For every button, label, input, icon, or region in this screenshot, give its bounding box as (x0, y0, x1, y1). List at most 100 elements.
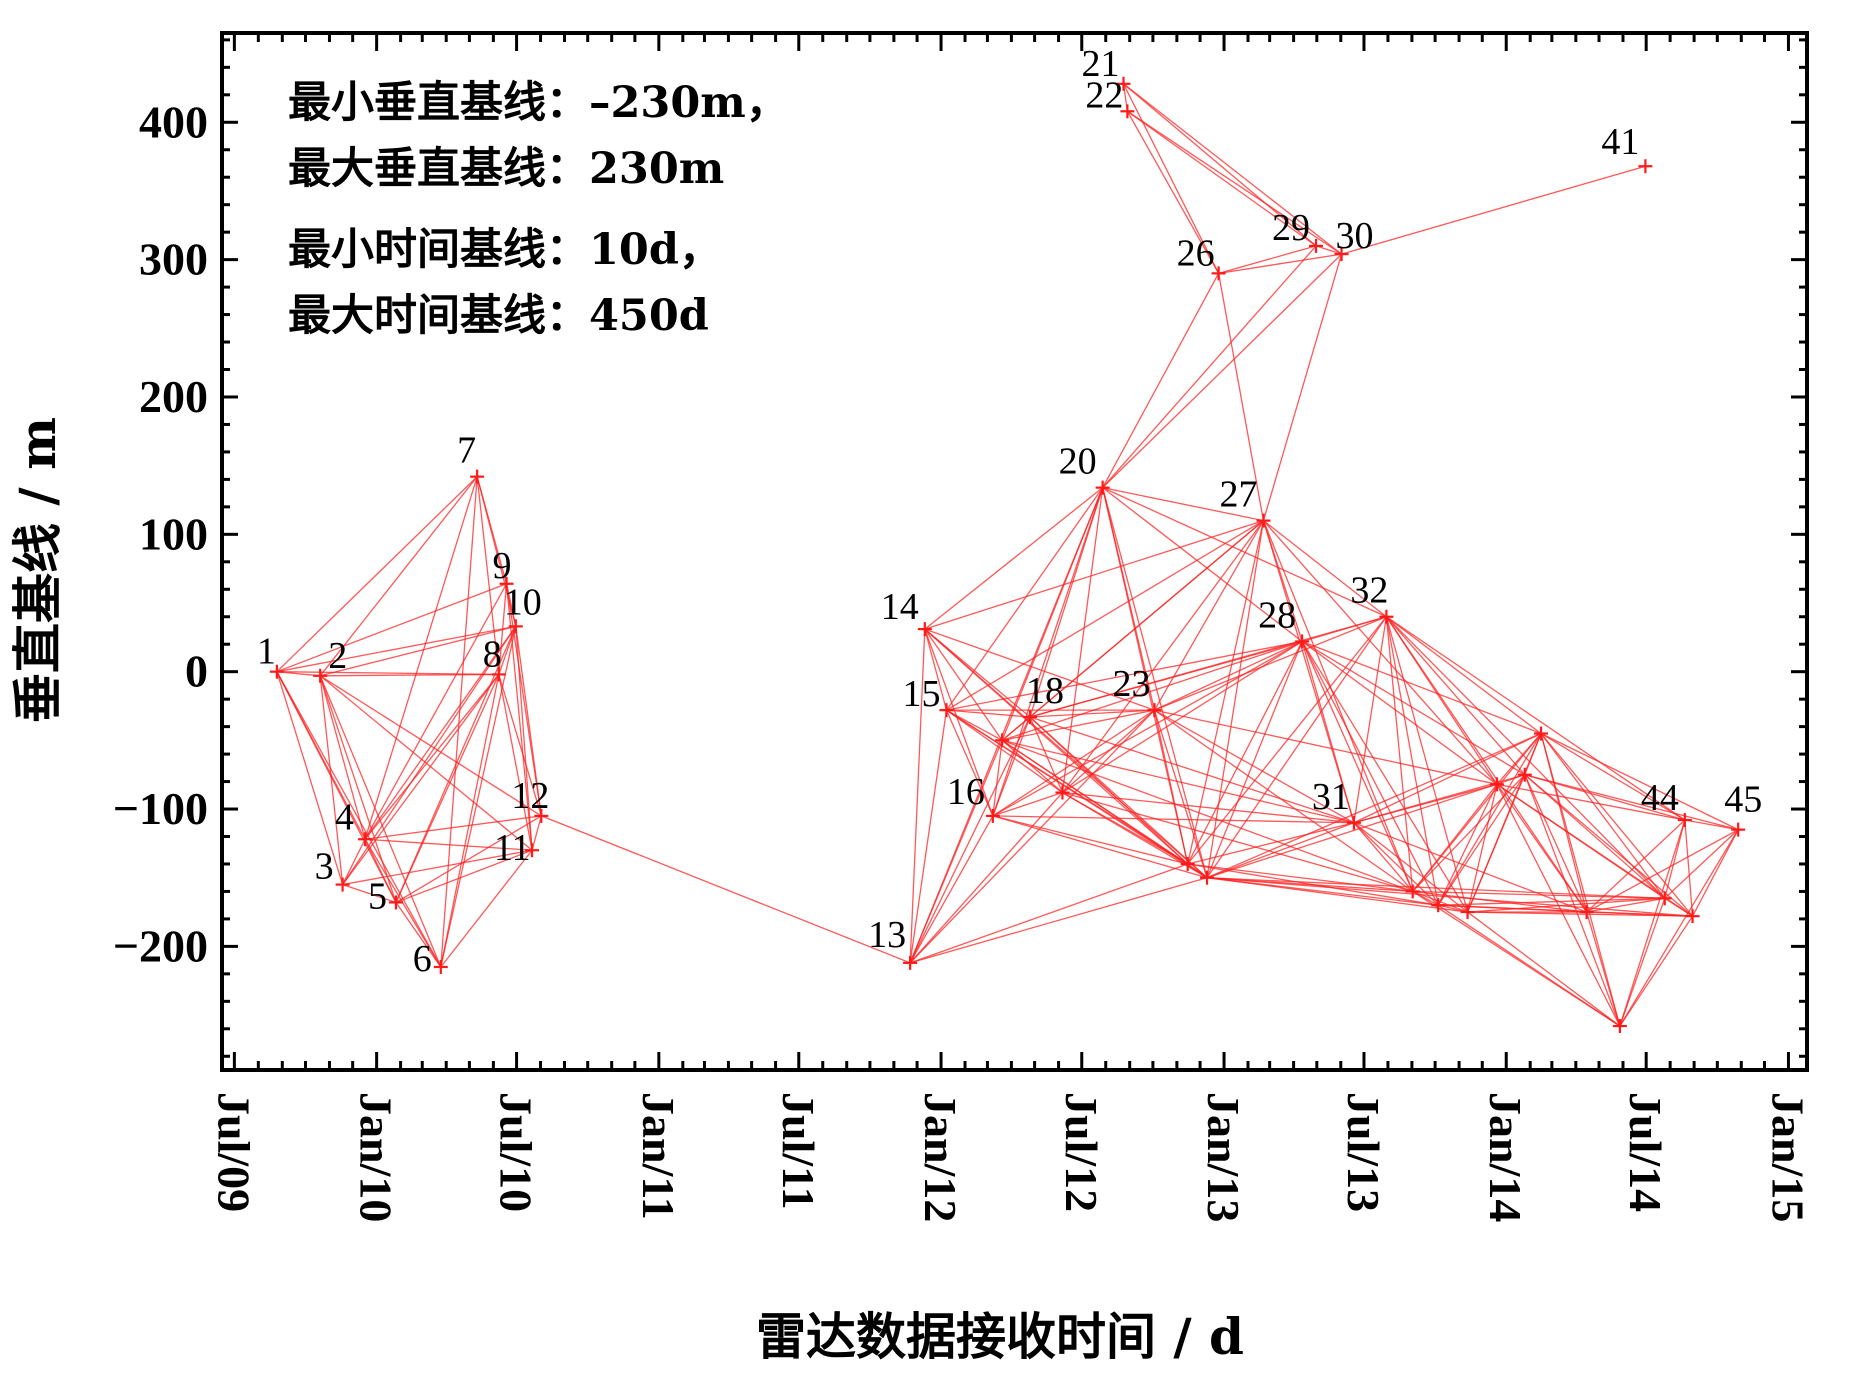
baseline-edge (1062, 791, 1413, 893)
baseline-edge (1691, 829, 1739, 917)
acquisition-point (995, 733, 1010, 748)
baseline-edge (364, 838, 397, 903)
baseline-edge (1301, 641, 1469, 913)
acquisition-point (388, 895, 403, 910)
baseline-edge (1029, 716, 1064, 793)
baseline-edge (1412, 890, 1665, 899)
x-tick-label: Jul/11 (773, 1092, 824, 1210)
acquisition-point (1534, 726, 1549, 741)
baseline-edge (1412, 774, 1526, 892)
baseline-edge (515, 626, 533, 851)
baseline-edge (992, 791, 1063, 817)
baseline-edge (924, 628, 1189, 865)
point-label: 20 (1059, 441, 1097, 483)
plot-frame (220, 31, 1809, 1072)
baseline-edge (1187, 520, 1265, 865)
baseline-edge (1153, 520, 1265, 711)
point-label: 2 (328, 635, 347, 677)
acquisition-point (1517, 767, 1532, 782)
point-label: 21 (1082, 43, 1120, 85)
baseline-edge (1664, 897, 1693, 917)
baseline-edge (1301, 641, 1439, 906)
baseline-edge (1467, 897, 1665, 913)
baseline-edge (276, 671, 344, 885)
baseline-edge (1262, 253, 1343, 521)
baseline-edge (319, 675, 366, 840)
baseline-edge (276, 625, 516, 673)
baseline-edge (364, 838, 533, 851)
baseline-edge (395, 849, 533, 904)
baseline-edge (1001, 487, 1104, 741)
acquisition-point (939, 703, 954, 718)
acquisition-point (491, 667, 506, 682)
acquisition-point (1431, 898, 1446, 913)
baseline-edge (1029, 716, 1189, 865)
baseline-edge (1102, 487, 1387, 618)
baseline-edges (276, 83, 1739, 1027)
baseline-edge (924, 628, 994, 817)
baseline-edge (342, 625, 517, 885)
baseline-edge (1263, 520, 1387, 618)
baseline-edge (1466, 784, 1498, 913)
baseline-edge (1029, 709, 1155, 718)
acquisition-point (1346, 815, 1361, 830)
baseline-edge (1496, 733, 1542, 785)
baseline-edge (364, 583, 508, 840)
baseline-edge (992, 815, 1208, 879)
baseline-edge (1353, 732, 1542, 824)
point-label: 28 (1258, 594, 1296, 636)
baseline-edge (992, 815, 1354, 824)
baseline-edge (1619, 819, 1686, 1027)
baseline-edge (1102, 487, 1303, 642)
x-tick-label: Jan/12 (915, 1092, 966, 1222)
acquisition-point (1579, 905, 1594, 920)
baseline-edge (1412, 733, 1542, 892)
baseline-edge (276, 476, 478, 673)
baseline-edge (1154, 640, 1303, 711)
baseline-edge (1206, 616, 1387, 879)
acquisition-point (903, 955, 918, 970)
x-axis-title: 雷达数据接收时间 / d (756, 1307, 1244, 1366)
x-tick-label: Jan/10 (351, 1092, 402, 1222)
baseline-edge (276, 671, 499, 676)
baseline-edge (946, 709, 1063, 794)
baseline-edge (531, 815, 542, 851)
baseline-edge (1664, 819, 1686, 899)
x-tick-label: Jan/11 (633, 1092, 684, 1220)
baseline-edge (1187, 641, 1303, 865)
baseline-edge (1301, 641, 1414, 892)
baseline-edge (1029, 520, 1264, 718)
baseline-edge (1029, 616, 1387, 718)
baseline-edge (320, 625, 516, 677)
baseline-edge (1187, 863, 1413, 893)
acquisition-point (1147, 703, 1162, 718)
annotation-max-perp-baseline: 最大垂直基线：230m (288, 144, 724, 194)
x-tick-label: Jan/14 (1480, 1092, 1531, 1222)
baseline-edge (364, 815, 542, 840)
baseline-edge (1684, 819, 1694, 917)
acquisition-point (313, 668, 328, 683)
baseline-edge (1586, 829, 1739, 913)
baseline-edge (1102, 486, 1264, 522)
y-tick-label: 200 (139, 371, 208, 422)
annotation-box: 最小垂直基线：–230m， 最大垂直基线：230m 最小时间基线：10d， 最大… (288, 78, 789, 341)
baseline-edge (1353, 616, 1388, 823)
baseline-edge (1153, 709, 1208, 878)
point-label: 23 (1112, 663, 1150, 705)
baseline-edge (1217, 273, 1265, 521)
point-label: 45 (1724, 779, 1762, 821)
baseline-edge (945, 709, 994, 817)
acquisition-point (358, 832, 373, 847)
y-tick-label: 400 (139, 96, 208, 147)
point-label: 32 (1350, 570, 1388, 612)
y-axis-ticks: 400 300 200 100 0 −100 −200 (113, 38, 1807, 1058)
y-tick-label: −200 (113, 920, 208, 971)
acquisition-point (1120, 104, 1135, 119)
baseline-edge (1122, 83, 1220, 274)
baseline-edge (498, 674, 533, 851)
acquisition-point (1685, 909, 1700, 924)
baseline-edge (1206, 822, 1355, 879)
baseline-edge (1524, 774, 1666, 899)
baseline-edge (1154, 616, 1387, 711)
x-tick-label: Jul/13 (1338, 1092, 1389, 1212)
